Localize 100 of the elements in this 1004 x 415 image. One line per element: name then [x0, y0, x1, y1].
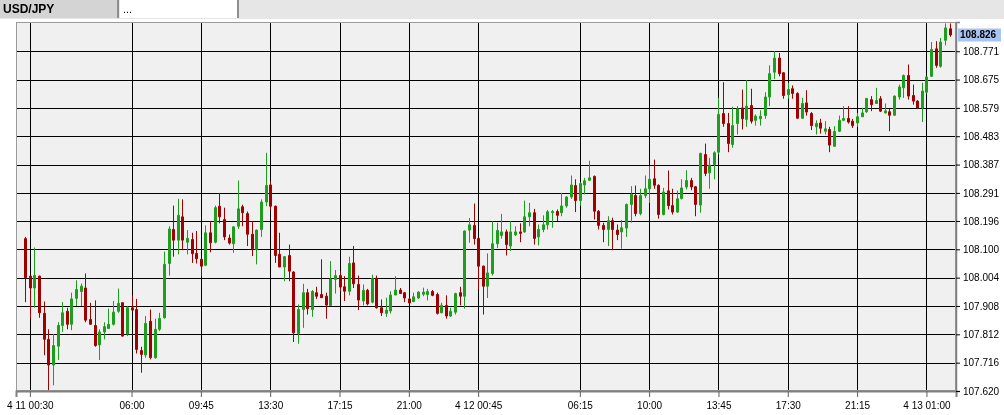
y-tick-label: 107.716 [963, 357, 1000, 369]
candlestick [306, 288, 309, 316]
candlestick [588, 160, 591, 182]
y-tick-label: 108.196 [963, 215, 1000, 227]
x-tick-label: 17:15 [327, 400, 353, 411]
candlestick [491, 220, 494, 277]
candlestick [944, 22, 947, 46]
text: ... [123, 3, 133, 15]
candlestick [325, 292, 328, 320]
candlestick [528, 202, 531, 227]
candlestick [223, 207, 226, 241]
y-tick-label: 108.291 [963, 187, 1000, 199]
candlestick [200, 258, 203, 277]
candlestick [509, 220, 512, 252]
x-tick-label: 13:30 [258, 400, 284, 411]
candlestick [135, 298, 138, 355]
candlestick [394, 275, 397, 296]
candlestick [459, 286, 462, 306]
candlestick [861, 107, 864, 118]
candlestick [565, 195, 568, 209]
candlestick [907, 64, 910, 101]
candlestick [819, 118, 822, 135]
candlestick [366, 288, 369, 306]
y-tick-label: 107.620 [963, 385, 1000, 397]
candlestick [939, 37, 942, 69]
candlestick [260, 198, 263, 238]
y-tick-label: 108.771 [963, 45, 1000, 57]
candlestick [52, 333, 55, 386]
candlestick [126, 305, 129, 337]
candlestick [334, 269, 337, 295]
candlestick [251, 220, 254, 257]
candlestick [537, 224, 540, 246]
candlestick [445, 294, 448, 320]
candlestick [542, 214, 545, 233]
candlestick [209, 220, 212, 253]
candlestick [237, 180, 240, 230]
y-tick-label: 108.004 [963, 272, 1000, 284]
candlestick [667, 169, 670, 210]
candlestick [810, 111, 813, 131]
x-tick-label: 4 12 00:45 [455, 400, 503, 411]
candlestick [699, 152, 702, 214]
candlestick [620, 219, 623, 250]
x-tick-label: 09:45 [188, 400, 215, 411]
candlestick [149, 309, 152, 360]
candlestick [29, 275, 32, 320]
candlestick [431, 289, 434, 297]
candlestick [731, 106, 734, 149]
candlestick [144, 315, 147, 359]
candlestick [195, 230, 198, 264]
candlestick [805, 89, 808, 117]
candlestick [38, 275, 41, 319]
candlestick [246, 211, 249, 247]
candlestick [602, 222, 605, 243]
candlestick [607, 215, 610, 247]
candlestick [634, 185, 637, 217]
candlestick [875, 87, 878, 104]
candlestick [754, 113, 757, 127]
candlestick [884, 102, 887, 115]
candlestick [741, 89, 744, 130]
candlestick [70, 292, 73, 331]
candlestick [773, 50, 776, 80]
candlestick [685, 169, 688, 190]
candlestick [579, 181, 582, 207]
candlestick [228, 234, 231, 246]
candlestick [80, 283, 83, 307]
candlestick [560, 192, 563, 217]
candlestick [574, 178, 577, 213]
candlestick [482, 265, 485, 316]
candlestick [163, 251, 166, 320]
candlestick [505, 229, 508, 256]
candlestick [117, 288, 120, 314]
candlestick [796, 91, 799, 120]
candlestick [519, 222, 522, 243]
candlestick [865, 97, 868, 114]
candlestick [84, 273, 87, 323]
candlestick [348, 256, 351, 296]
candlestick [787, 82, 790, 100]
y-tick-label: 108.483 [963, 130, 1000, 142]
candlestick [556, 208, 559, 222]
y-tick-label: 107.812 [963, 329, 1000, 341]
y-tick-label: 108.579 [963, 102, 1000, 114]
candlestick [412, 292, 415, 303]
candlestick [255, 229, 258, 265]
candlestick [265, 152, 268, 207]
candlestick [98, 328, 101, 361]
candlestick [436, 292, 439, 316]
candlestick [930, 41, 933, 78]
candlestick [486, 252, 489, 299]
chart-title: USD/JPY [3, 2, 55, 16]
candlestick [362, 283, 365, 306]
candlestick [888, 108, 891, 132]
x-tick-label: 13:45 [706, 400, 732, 411]
x-tick-label: 17:30 [775, 400, 802, 411]
candlestick [121, 301, 124, 338]
candlestick [902, 74, 905, 99]
candlestick [523, 200, 526, 234]
candlestick [847, 105, 850, 125]
candlestick [191, 232, 194, 264]
candlestick [745, 79, 748, 128]
candlestick [893, 95, 896, 117]
